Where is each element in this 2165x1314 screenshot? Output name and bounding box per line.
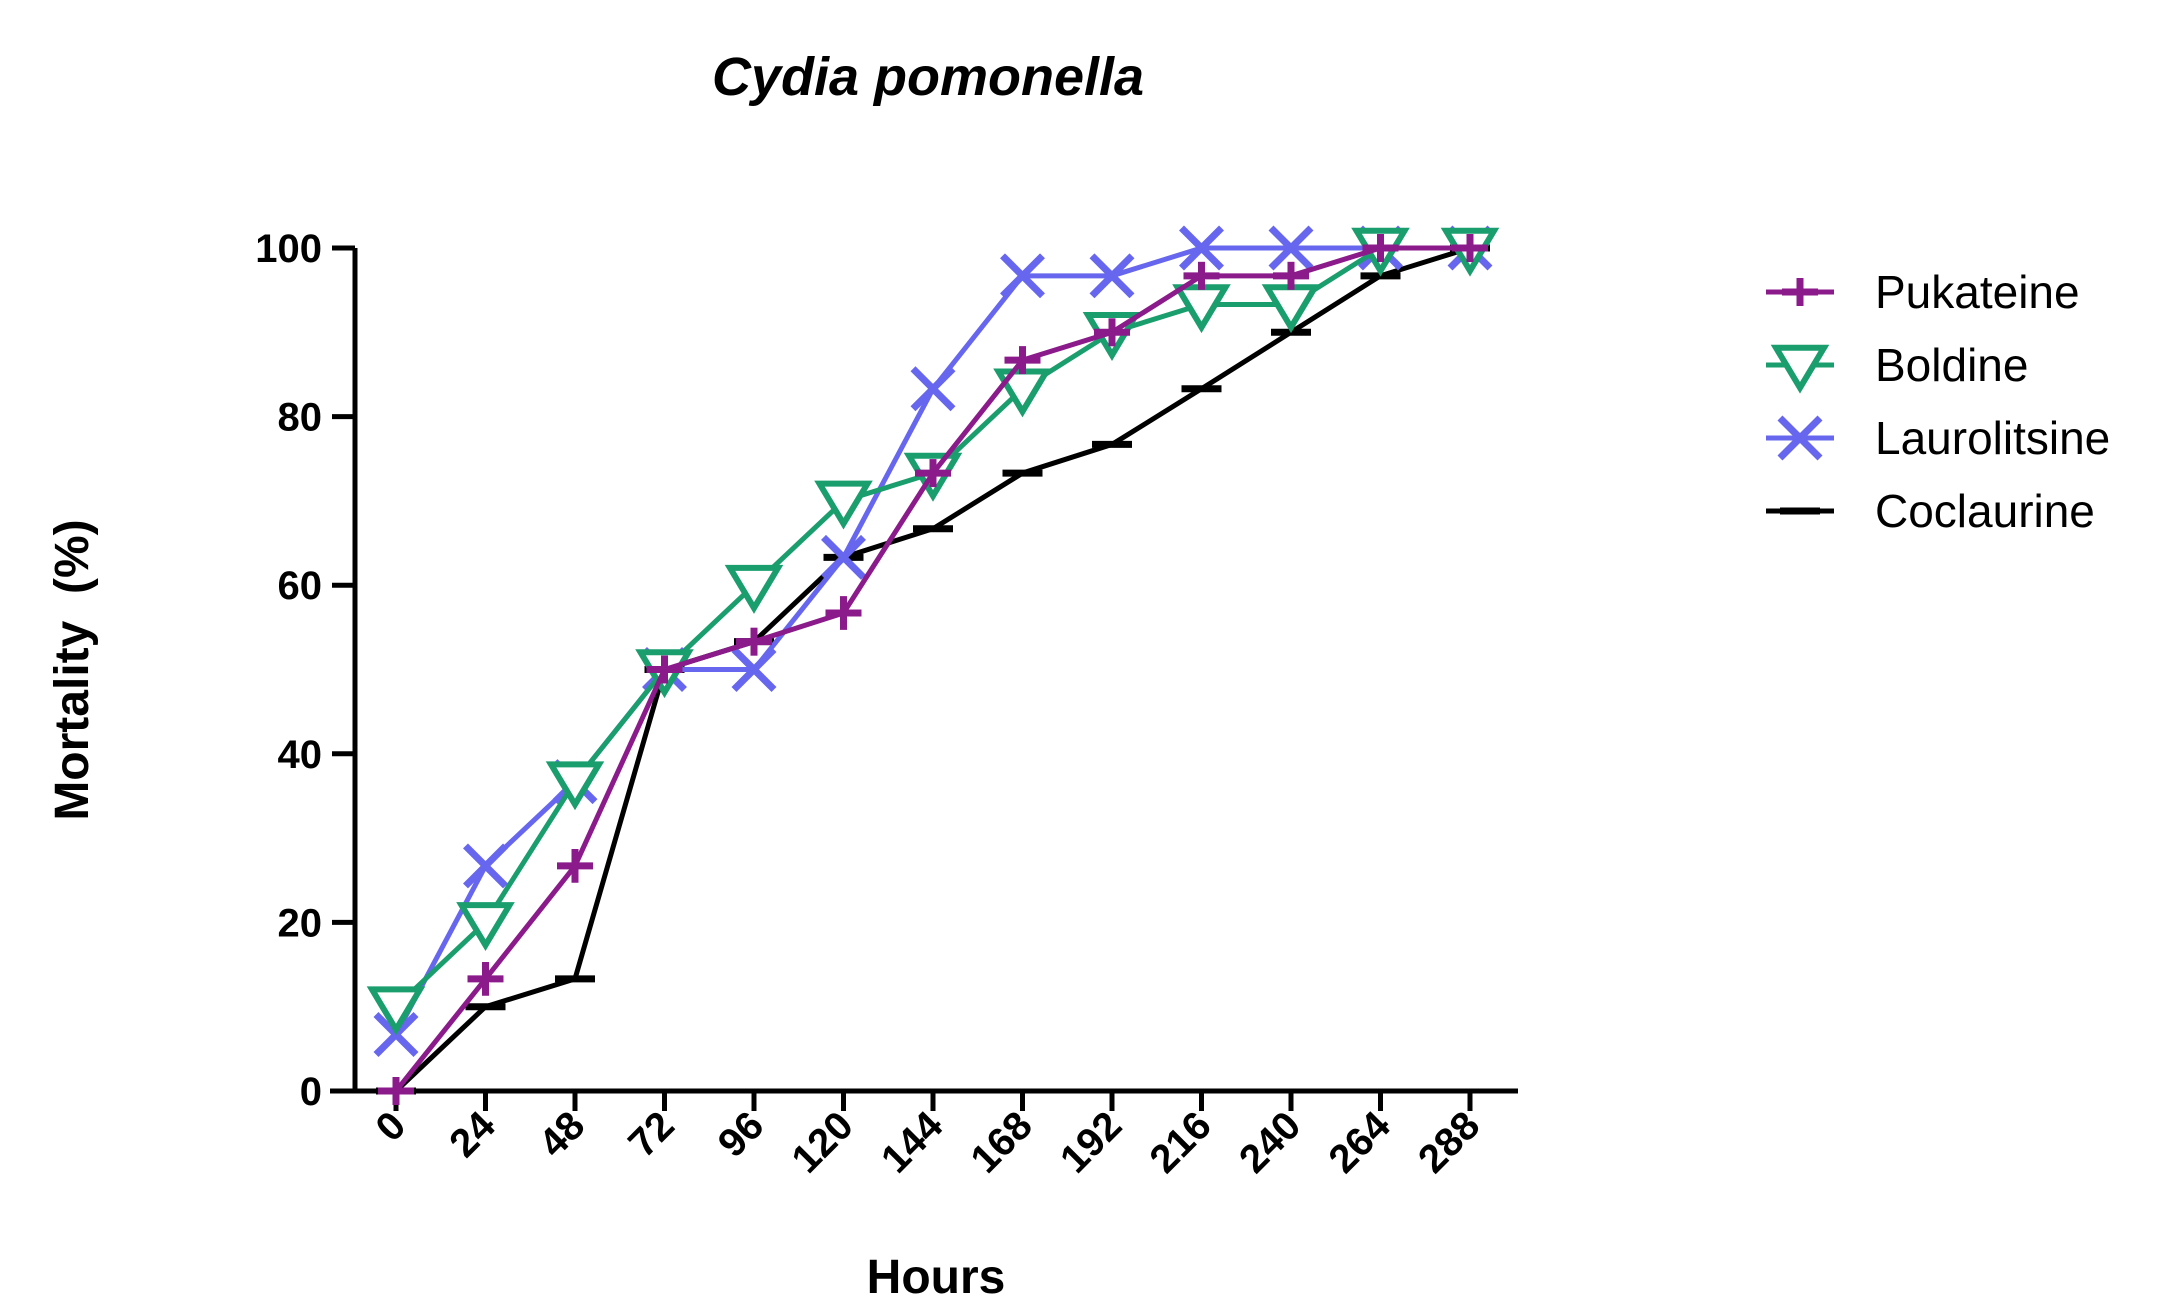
- y-tick-label: 80: [278, 396, 323, 440]
- x-tick-label: 24: [441, 1103, 504, 1166]
- x-tick-label: 168: [963, 1103, 1041, 1181]
- series-pukateine: [378, 234, 1488, 1105]
- point-laurolitsine: [1000, 253, 1045, 299]
- point-laurolitsine: [1089, 253, 1135, 299]
- legend-item-pukateine: Pukateine: [1766, 266, 2080, 318]
- legend-label: Coclaurine: [1875, 485, 2095, 537]
- x-tick-label: 288: [1410, 1103, 1488, 1181]
- point-boldine: [366, 986, 426, 1036]
- point-laurolitsine: [1179, 225, 1224, 271]
- legend-label: Boldine: [1875, 339, 2028, 391]
- legend-label: Pukateine: [1875, 266, 2080, 318]
- point-laurolitsine: [821, 534, 866, 580]
- x-tick-label: 240: [1231, 1103, 1309, 1181]
- point-boldine: [456, 902, 515, 952]
- point-boldine: [724, 564, 784, 614]
- point-laurolitsine: [463, 843, 508, 889]
- series-line-laurolitsine: [393, 245, 1470, 1036]
- x-tick-label: 144: [873, 1103, 952, 1182]
- x-tick-label: 48: [531, 1103, 594, 1166]
- series-line-pukateine: [394, 245, 1470, 1093]
- series-laurolitsine: [373, 225, 1493, 1057]
- legend-label: Laurolitsine: [1875, 412, 2110, 464]
- x-ticks: 0 24 48 72 96 120 144 168 192 216 240 264 288: [368, 1091, 1488, 1182]
- point-boldine: [545, 761, 605, 811]
- x-tick-label: 120: [784, 1103, 862, 1181]
- x-tick-label: 264: [1321, 1103, 1400, 1182]
- series-line-boldine: [394, 245, 1470, 1009]
- x-tick-label: 72: [620, 1103, 683, 1166]
- x-tick-label: 96: [710, 1103, 773, 1166]
- legend-item-laurolitsine: Laurolitsine: [1766, 412, 2110, 464]
- x-tick-label: 216: [1142, 1103, 1220, 1181]
- series-line-coclaurine: [394, 245, 1471, 1093]
- point-boldine: [814, 480, 873, 530]
- series-coclaurine: [376, 244, 1490, 1095]
- x-tick-label: 192: [1052, 1103, 1130, 1181]
- y-tick-label: 20: [278, 901, 323, 945]
- x-axis-label: Hours: [867, 1251, 1006, 1304]
- chart-title: Cydia pomonella: [712, 47, 1144, 107]
- legend-marker-boldine: [1770, 344, 1830, 394]
- y-axis-label: Mortality (%): [46, 519, 99, 820]
- legend-item-boldine: Boldine: [1766, 339, 2028, 394]
- point-laurolitsine: [910, 366, 956, 412]
- y-tick-label: 60: [278, 564, 323, 608]
- y-tick-label: 0: [300, 1070, 322, 1114]
- y-tick-label: 100: [255, 227, 322, 271]
- legend-item-coclaurine: Coclaurine: [1766, 485, 2095, 537]
- point-laurolitsine: [731, 647, 777, 692]
- legend-marker-laurolitsine: [1777, 415, 1823, 461]
- legend: Pukateine Boldine Laurolitsine Coclaurine: [1766, 266, 2110, 537]
- x-tick-label: 0: [368, 1103, 415, 1150]
- y-tick-label: 40: [278, 733, 323, 777]
- y-ticks: 0 20 40 60 80 100: [255, 227, 355, 1114]
- series-layer: [366, 225, 1500, 1105]
- point-laurolitsine: [1268, 225, 1314, 271]
- axes: [330, 248, 1518, 1094]
